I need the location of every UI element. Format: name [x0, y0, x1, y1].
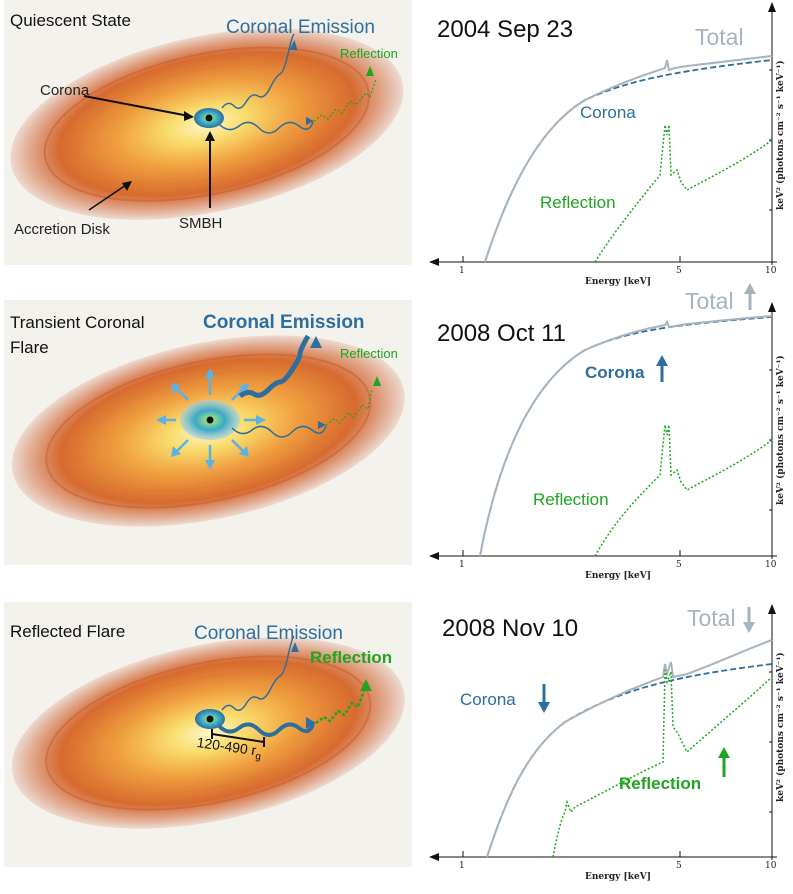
- x-axis-title: Energy [keV]: [585, 277, 651, 287]
- y-axis-title: keV² (photons cm⁻² s⁻¹ keV⁻¹): [776, 60, 786, 210]
- x-tick-1: 1: [459, 266, 465, 276]
- reflection-label: Reflection: [340, 346, 398, 361]
- x-tick-1: 1: [459, 861, 465, 871]
- spectrum-svg-3: [429, 604, 777, 861]
- state-title-line1: Transient Coronal: [10, 313, 145, 332]
- reflection-label: Reflection: [340, 46, 398, 61]
- y-axis-title: keV² (photons cm⁻² s⁻¹ keV⁻¹): [776, 652, 786, 802]
- total-label: Total: [687, 605, 736, 631]
- x-axis-title: Energy [keV]: [585, 571, 651, 581]
- date-label: 2008 Nov 10: [442, 615, 579, 642]
- spectrum-svg-2: [429, 302, 777, 560]
- flare-arrows: [156, 368, 266, 470]
- x-tick-1: 1: [459, 560, 465, 570]
- state-title-line2: Flare: [10, 338, 49, 357]
- spectrum-plot-2: 2008 Oct 11 Total Corona Reflection 1 5 …: [425, 283, 793, 592]
- reflection-plot-label: Reflection: [533, 490, 609, 509]
- emission-wave: [221, 33, 295, 109]
- x-tick-10: 10: [765, 560, 777, 570]
- reflection-wave: [313, 78, 377, 122]
- coronal-emission-label: Coronal Emission: [226, 17, 375, 38]
- x-tick-5: 5: [676, 861, 682, 871]
- smbh-label: SMBH: [179, 215, 223, 232]
- distance-scale-bar: [211, 733, 265, 743]
- panel-quiescent: Quiescent State Coronal Emission Reflect…: [0, 0, 793, 295]
- spectrum-plot-1: 2004 Sep 23 Total Corona Reflection 1 5 …: [425, 0, 793, 292]
- disk-drawing: [11, 635, 405, 829]
- reflection-curve: [594, 124, 773, 263]
- spectrum-plot-3: 2008 Nov 10 Total Corona Reflection 1 5 …: [425, 602, 793, 894]
- date-label: 2004 Sep 23: [437, 16, 574, 43]
- spectrum-svg-1: [429, 2, 777, 266]
- thick-incident-wave: [217, 722, 315, 737]
- smbh-dot: [205, 114, 213, 122]
- disk-illustration: Transient Coronal Flare Coronal Emission…: [4, 300, 412, 565]
- date-label: 2008 Oct 11: [437, 320, 566, 347]
- reflection-plot-label: Reflection: [619, 774, 702, 793]
- total-curve: [484, 55, 773, 263]
- accretion-disk-label: Accretion Disk: [14, 221, 110, 238]
- coronal-emission-label: Coronal Emission: [203, 312, 365, 333]
- total-up-arrow-icon: [744, 283, 756, 310]
- state-title: Reflected Flare: [10, 622, 126, 641]
- state-title: Quiescent State: [10, 11, 131, 30]
- corona-plot-label: Corona: [580, 103, 636, 122]
- x-tick-10: 10: [765, 266, 777, 276]
- x-tick-10: 10: [765, 861, 777, 871]
- emission-wave: [238, 334, 311, 399]
- reflection-label: Reflection: [310, 648, 393, 667]
- y-axis-title: keV² (photons cm⁻² s⁻¹ keV⁻¹): [776, 355, 786, 505]
- disk-illustration: Reflected Flare Coronal Emission Reflect…: [4, 602, 412, 867]
- total-label: Total: [695, 24, 744, 50]
- x-axis-title: Energy [keV]: [585, 872, 651, 882]
- disk-drawing: [11, 334, 405, 527]
- corona-label: Corona: [40, 82, 90, 99]
- disk-illustration: Quiescent State Coronal Emission Reflect…: [4, 0, 412, 265]
- total-label: Total: [685, 288, 734, 314]
- x-tick-5: 5: [676, 266, 682, 276]
- x-tick-5: 5: [676, 560, 682, 570]
- disk-drawing: [10, 28, 404, 220]
- corona-plot-label: Corona: [585, 363, 645, 382]
- reflection-plot-label: Reflection: [540, 193, 616, 212]
- panel-transient-flare: Transient Coronal Flare Coronal Emission…: [0, 283, 793, 595]
- panel-reflected-flare: Reflected Flare Coronal Emission Reflect…: [0, 602, 793, 892]
- corona-plot-label: Corona: [460, 690, 516, 709]
- coronal-emission-label: Coronal Emission: [194, 623, 343, 644]
